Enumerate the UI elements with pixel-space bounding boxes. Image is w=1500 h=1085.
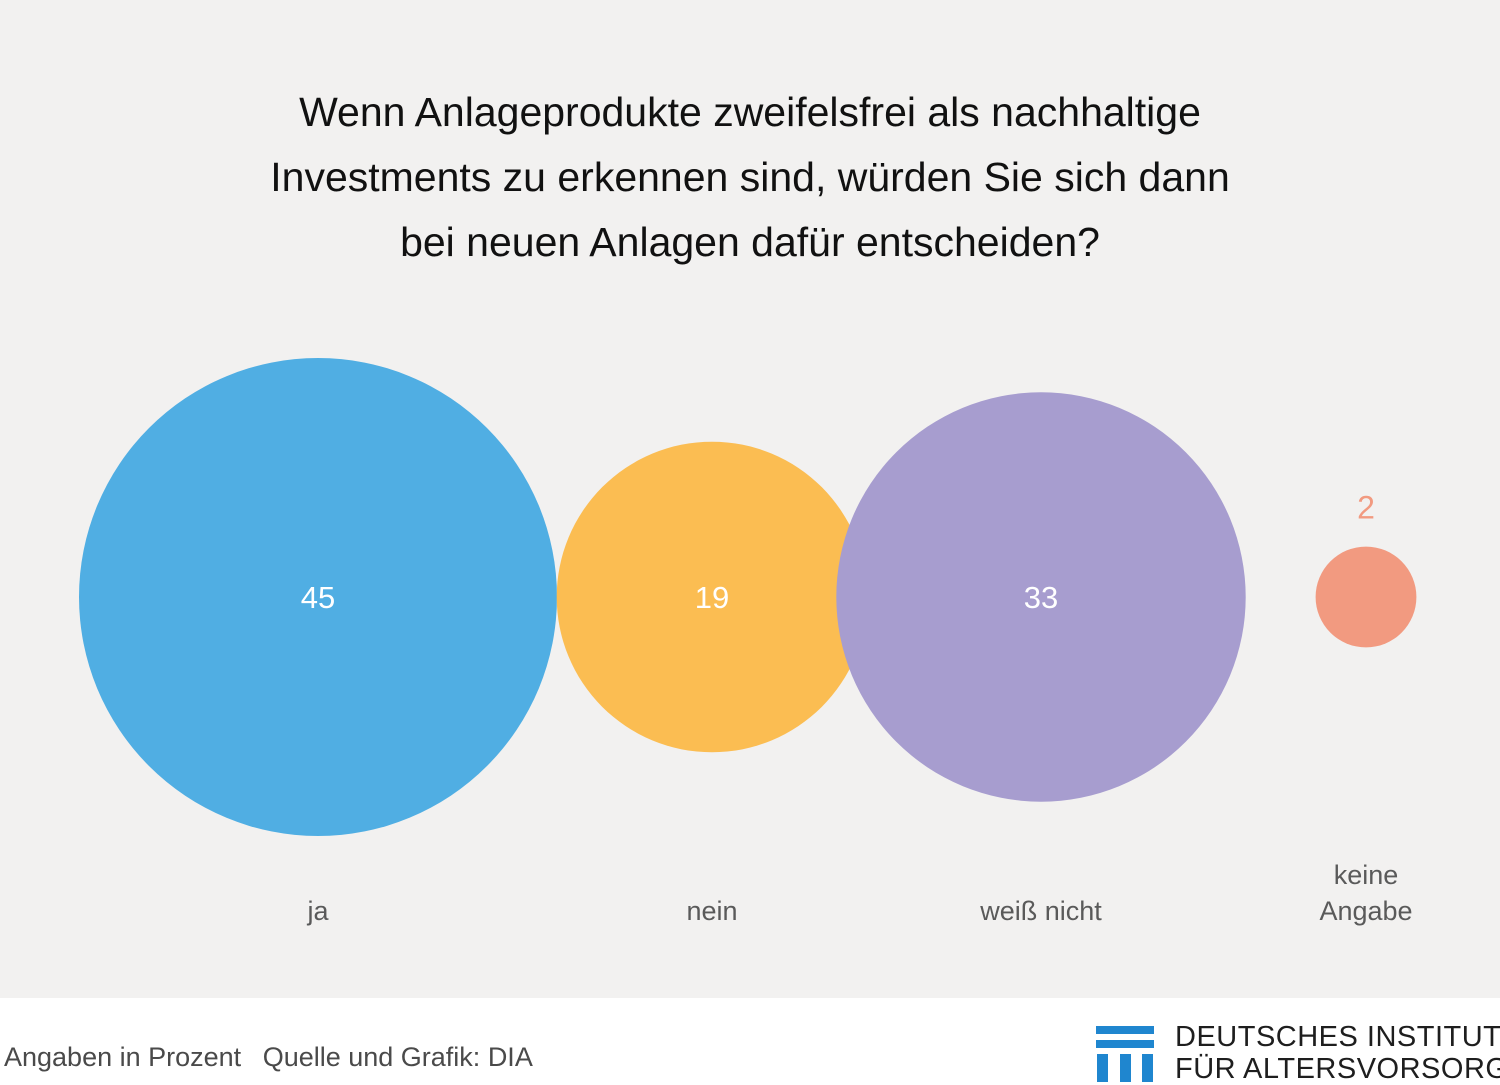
category-label-nein: nein: [686, 896, 737, 926]
chart-background: Wenn Anlageprodukte zweifelsfrei als nac…: [0, 0, 1500, 998]
value-label-nein: 19: [695, 580, 729, 615]
category-label-weiss-nicht: weiß nicht: [979, 896, 1102, 926]
logo-pillar-right: [1142, 1054, 1153, 1082]
title-line-3: bei neuen Anlagen dafür entscheiden?: [400, 219, 1100, 265]
logo-line-2: FÜR ALTERSVORSORGE: [1175, 1053, 1500, 1085]
bubble-keine-angabe: [1315, 546, 1417, 648]
logo-pillar-center: [1120, 1054, 1131, 1082]
value-label-ja: 45: [301, 580, 335, 615]
logo-wordmark: DEUTSCHES INSTITUT FÜR ALTERSVORSORGE: [1175, 1021, 1500, 1085]
footer-note: Angaben in Prozent Quelle und Grafik: DI…: [4, 1042, 547, 1073]
logo-line-1: DEUTSCHES INSTITUT: [1175, 1021, 1500, 1053]
title-line-2: Investments zu erkennen sind, würden Sie…: [270, 154, 1230, 200]
bubble-ja: [79, 358, 557, 836]
footer: [0, 998, 1500, 1084]
unit-note: Angaben in Prozent: [4, 1042, 242, 1072]
category-label-ja: ja: [306, 896, 329, 926]
value-label-weiss-nicht: 33: [1024, 580, 1058, 615]
bubble-weiss-nicht: [836, 392, 1246, 802]
value-label-keine-angabe: 2: [1357, 490, 1375, 526]
bubble-chart: 45 ja 19 nein 33 weiß nicht 2 keine Angabe: [79, 358, 1417, 926]
category-label-keine-angabe: Angabe: [1319, 896, 1412, 926]
dia-logo-icon: [1096, 1026, 1154, 1082]
title-line-1: Wenn Anlageprodukte zweifelsfrei als nac…: [299, 89, 1201, 135]
logo-bar-top: [1096, 1026, 1154, 1034]
logo-pillar-left: [1097, 1054, 1108, 1082]
bubble-nein: [556, 441, 868, 753]
source-note: Quelle und Grafik: DIA: [262, 1042, 533, 1072]
chart-title: Wenn Anlageprodukte zweifelsfrei als nac…: [150, 80, 1350, 275]
category-label-keine-angabe: keine: [1334, 860, 1399, 890]
logo-bar-mid: [1096, 1040, 1154, 1048]
